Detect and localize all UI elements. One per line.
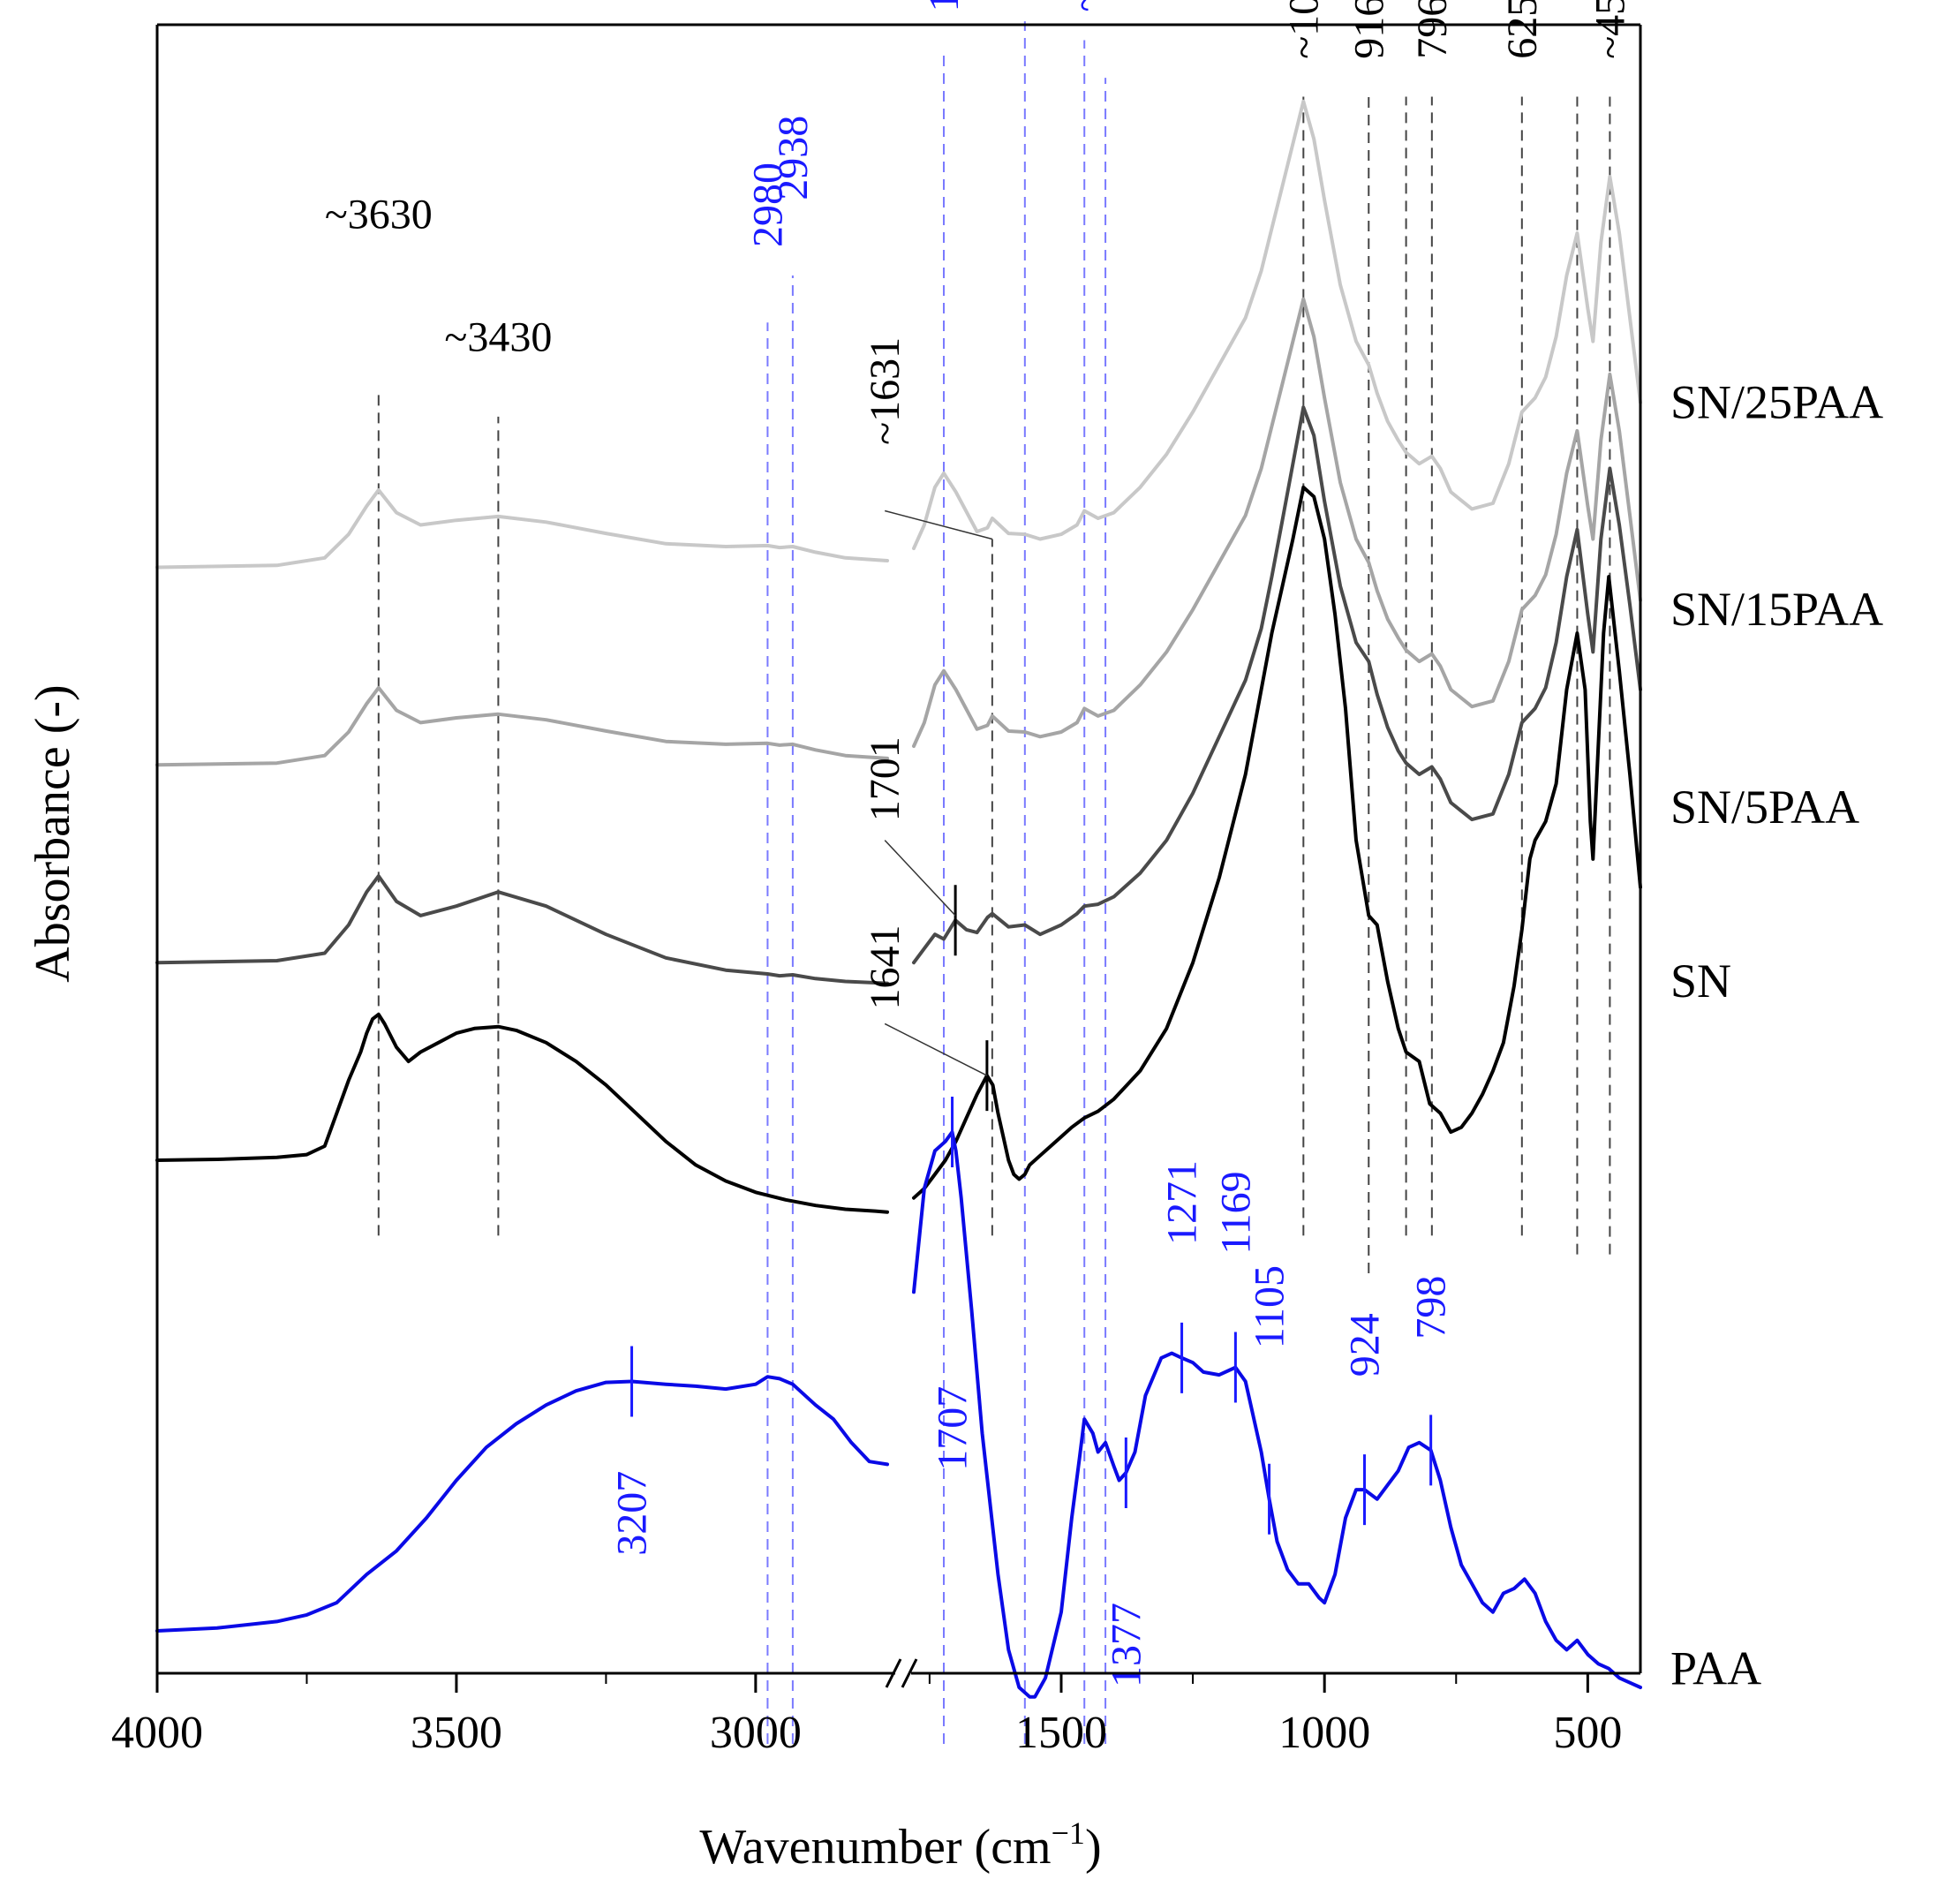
plot-frame [155, 23, 1642, 1688]
series-sn-5paa-segment-1 [155, 874, 889, 985]
x-tick-label-1000: 1000 [1278, 1708, 1370, 1758]
y-axis-label: Absorbance (-) [26, 684, 80, 982]
x-tick-label-4000: 4000 [111, 1708, 203, 1758]
annotation-approx-3630: ~3630 [325, 192, 433, 238]
annotation-1105: 1105 [1247, 1265, 1293, 1348]
leader-line-3 [884, 1022, 988, 1076]
series-sn-25paa-segment-1 [155, 488, 889, 570]
annotation-1723: 1723 [921, 0, 968, 12]
annotation-approx-1456: ~1456 [1061, 0, 1108, 12]
annotation-approx-1631: ~1631 [862, 337, 908, 445]
series-sn-5paa-segment-2 [912, 405, 1642, 965]
axis-break-mark-2 [901, 1658, 918, 1688]
annotation-approx-3430: ~3430 [444, 313, 552, 360]
legend-label-sn-15paa: SN/15PAA [1670, 583, 1883, 636]
annotation-1271: 1271 [1159, 1160, 1206, 1245]
annotation-2938: 2938 [770, 116, 817, 200]
annotation-leader-lines [884, 509, 993, 1076]
series-legend: SN/25PAA SN/15PAA SN/5PAA SN PAA [1670, 376, 1883, 1695]
peak-markers [630, 885, 1433, 1535]
series-sn-15paa-segment-2 [912, 297, 1642, 748]
axis-break-mark-1 [885, 1658, 902, 1688]
annotation-approx-458: ~458 [1587, 0, 1633, 59]
annotation-625: 625 [1499, 0, 1546, 59]
x-axis-label: Wavenumber (cm−1) [699, 1815, 1101, 1875]
series-paa-segment-1 [155, 1375, 889, 1633]
spectra-series [155, 99, 1642, 1699]
annotation-approx-1040: ~1040 [1280, 0, 1327, 59]
series-sn-segment-1 [155, 1012, 889, 1214]
legend-label-sn-25paa: SN/25PAA [1670, 376, 1883, 429]
annotation-2980: 2980 [744, 162, 791, 247]
x-axis: 4000 3500 3000 1500 1000 500 [111, 1673, 1622, 1758]
legend-label-sn: SN [1670, 955, 1731, 1007]
annotation-3207: 3207 [609, 1471, 656, 1556]
x-axis-label-exponent: −1 [1052, 1815, 1085, 1851]
annotation-916: 916 [1346, 0, 1392, 59]
series-paa-segment-2 [912, 1130, 1642, 1699]
annotation-1641: 1641 [862, 925, 908, 1010]
series-sn-segment-2 [912, 485, 1642, 1200]
annotation-1169: 1169 [1212, 1171, 1259, 1254]
x-tick-label-1500: 1500 [1015, 1708, 1107, 1758]
annotation-1377: 1377 [1103, 1603, 1150, 1687]
annotation-1701: 1701 [862, 736, 908, 821]
annotation-796: 796 [1409, 0, 1456, 59]
annotation-924: 924 [1342, 1313, 1389, 1377]
legend-label-paa: PAA [1670, 1641, 1761, 1694]
x-tick-label-500: 500 [1553, 1708, 1622, 1758]
annotation-1707: 1707 [930, 1386, 976, 1471]
peak-guide-lines [377, 21, 1611, 1744]
annotation-798: 798 [1408, 1276, 1455, 1339]
leader-line-1 [885, 509, 993, 540]
series-sn-25paa-segment-2 [912, 99, 1642, 551]
leader-line-2 [884, 840, 956, 917]
peak-annotations: ~3630~3430298029381723~1569~14561416~104… [325, 0, 1634, 1687]
x-tick-label-3000: 3000 [710, 1708, 802, 1758]
series-sn-15paa-segment-1 [155, 685, 889, 767]
x-tick-label-3500: 3500 [411, 1708, 502, 1758]
legend-label-sn-5paa: SN/5PAA [1670, 781, 1859, 834]
